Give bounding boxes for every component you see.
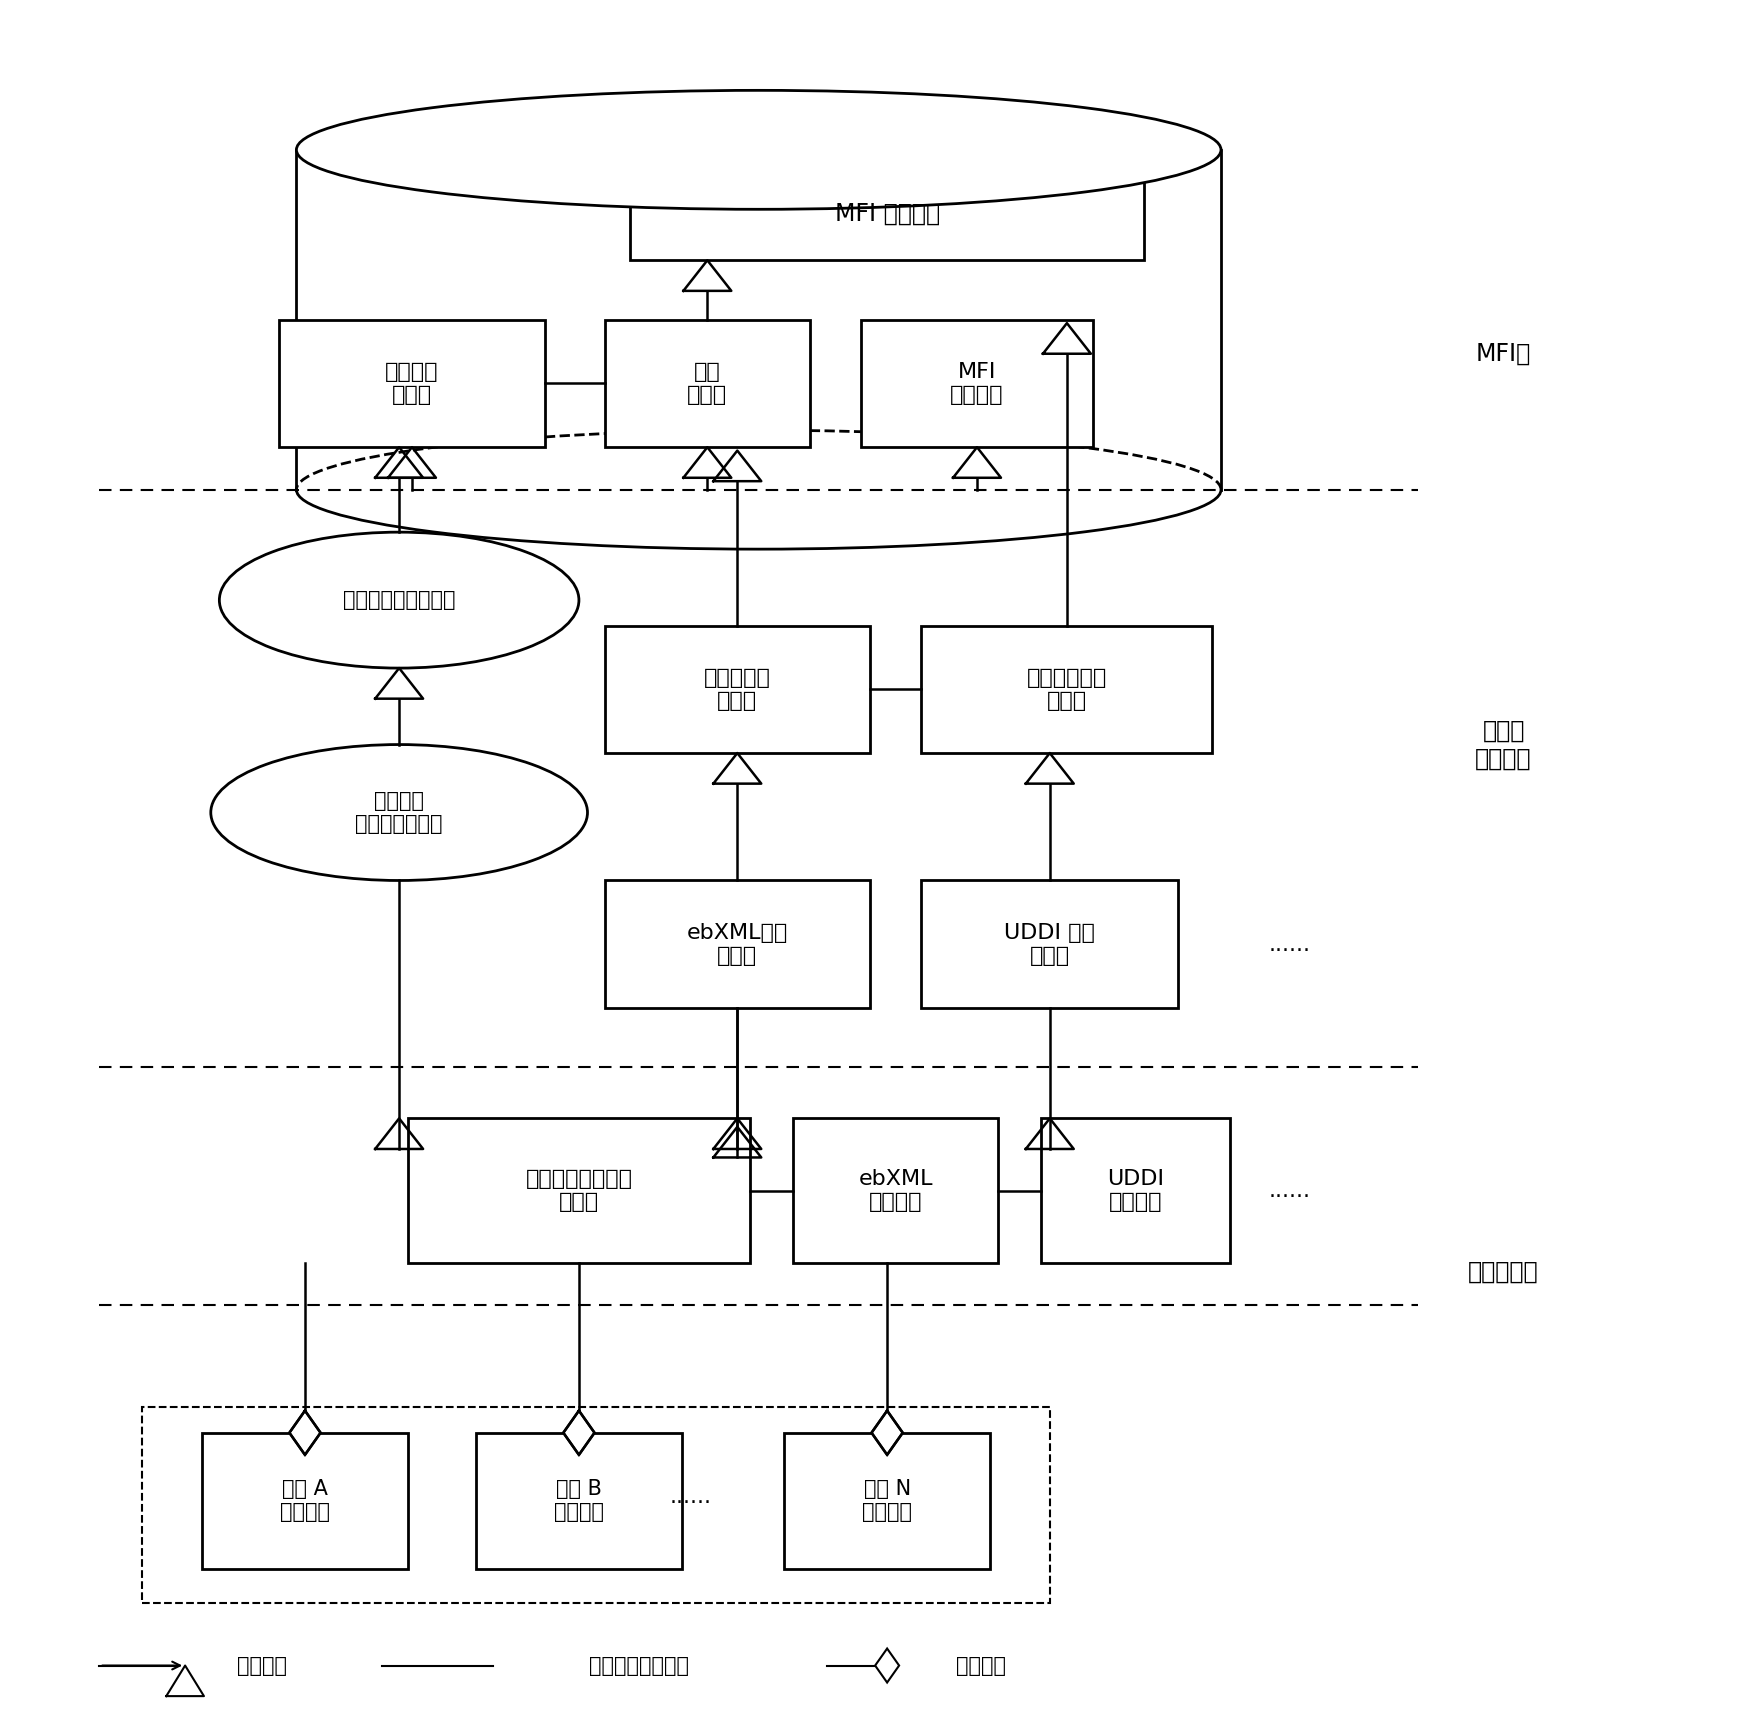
Text: 注册模型层: 注册模型层	[1468, 1259, 1537, 1283]
Text: 映射
元模型: 映射 元模型	[687, 363, 727, 406]
Ellipse shape	[296, 90, 1221, 209]
Text: 本体注册
元模型: 本体注册 元模型	[384, 363, 438, 406]
Polygon shape	[871, 1411, 903, 1454]
Text: ......: ......	[670, 1487, 711, 1508]
Text: ......: ......	[1268, 934, 1309, 955]
Text: MFI 核心模型: MFI 核心模型	[835, 202, 939, 226]
Text: 本体及
元模型层: 本体及 元模型层	[1475, 718, 1530, 770]
Text: 用户 B
注册视图: 用户 B 注册视图	[553, 1478, 603, 1521]
Text: 具体领域
软构件属性本体: 具体领域 软构件属性本体	[355, 791, 443, 834]
Bar	[603, 319, 810, 447]
Text: ebXML
注册模型: ebXML 注册模型	[857, 1169, 932, 1212]
Bar	[143, 1408, 1049, 1603]
Bar	[630, 168, 1143, 261]
Text: 软构件属性公共本体: 软构件属性公共本体	[343, 591, 456, 610]
Ellipse shape	[210, 744, 588, 881]
Text: 软构件库映射
元模型: 软构件库映射 元模型	[1026, 668, 1106, 712]
Text: ......: ......	[1268, 1181, 1309, 1202]
Text: 聚合关系: 聚合关系	[956, 1656, 1005, 1675]
Bar	[202, 1433, 407, 1568]
Bar	[922, 881, 1177, 1009]
Bar	[861, 319, 1092, 447]
Bar	[280, 319, 544, 447]
Bar	[1040, 1119, 1229, 1262]
Polygon shape	[289, 1411, 320, 1454]
Text: MFI层: MFI层	[1475, 342, 1530, 366]
Text: 具体领域软构件注
册模型: 具体领域软构件注 册模型	[525, 1169, 631, 1212]
Text: （双向）关联关系: （双向）关联关系	[588, 1656, 689, 1675]
Bar	[793, 1119, 998, 1262]
Polygon shape	[875, 1649, 899, 1682]
Bar	[784, 1433, 989, 1568]
Text: UDDI 注册
元模型: UDDI 注册 元模型	[1003, 922, 1094, 965]
Text: 用户 N
注册视图: 用户 N 注册视图	[861, 1478, 911, 1521]
Text: ebXML注册
元模型: ebXML注册 元模型	[687, 922, 788, 965]
Text: UDDI
注册模型: UDDI 注册模型	[1106, 1169, 1163, 1212]
Bar	[603, 625, 870, 753]
Text: 用户 A
注册视图: 用户 A 注册视图	[280, 1478, 330, 1521]
Text: MFI
其它部分: MFI 其它部分	[949, 363, 1003, 406]
Bar	[476, 1433, 682, 1568]
Bar	[603, 881, 870, 1009]
Bar	[922, 625, 1212, 753]
Bar	[407, 1119, 750, 1262]
Polygon shape	[296, 150, 1221, 490]
Text: 继承关系: 继承关系	[237, 1656, 287, 1675]
Polygon shape	[563, 1411, 595, 1454]
Text: 软构件注册
元模型: 软构件注册 元模型	[704, 668, 770, 712]
Ellipse shape	[219, 532, 579, 668]
